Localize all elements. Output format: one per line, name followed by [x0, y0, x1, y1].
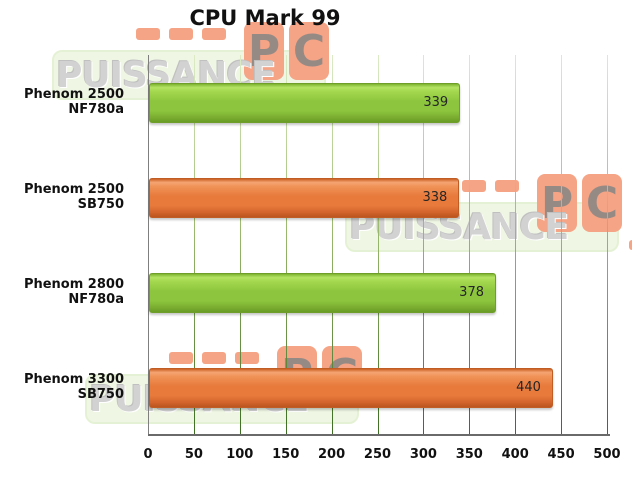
bar: 378: [149, 272, 496, 313]
bar: 440: [149, 367, 553, 408]
category-label: Phenom 2500 SB750: [23, 182, 124, 212]
x-axis-tick-label: 450: [547, 447, 575, 462]
x-axis-line: [148, 434, 610, 436]
x-axis-tick-label: 100: [226, 447, 254, 462]
x-axis-tick-label: 50: [184, 447, 203, 462]
watermark-dash: [495, 180, 519, 192]
gridline: [607, 55, 608, 435]
watermark-dash: [462, 180, 486, 192]
x-axis-tick-label: 500: [593, 447, 621, 462]
category-label: Phenom 3300 SB750: [23, 372, 124, 402]
x-axis-tick-label: 300: [409, 447, 437, 462]
gridline: [285, 55, 287, 435]
x-axis-tick-label: 200: [318, 447, 346, 462]
chart-title: CPU Mark 99: [189, 6, 341, 30]
bar-value-label: 378: [459, 285, 484, 300]
bar-value-label: 338: [422, 190, 448, 205]
x-axis-tick-label: 250: [363, 447, 392, 462]
watermark-dash: [136, 28, 160, 40]
watermark-dash: [169, 352, 193, 364]
x-axis-tick-label: 400: [501, 447, 529, 462]
x-axis-tick-label: 0: [143, 447, 153, 462]
bar: 339: [149, 82, 461, 123]
watermark-pc-letter: P: [244, 22, 284, 80]
gridline: [469, 55, 471, 435]
watermark-pc-blocks: P C: [537, 174, 622, 232]
bar-value-label: 339: [423, 95, 449, 110]
watermark-dash: [202, 352, 226, 364]
bar: 338: [149, 177, 460, 218]
gridline: [193, 55, 195, 435]
category-label: Phenom 2500 NF780a: [23, 87, 124, 117]
watermark-pc-blocks: P C: [244, 22, 329, 80]
watermark-dash: [629, 240, 632, 250]
category-label: Phenom 2800 NF780a: [23, 277, 124, 307]
gridline: [331, 55, 333, 435]
x-axis-tick-label: 350: [455, 447, 483, 462]
watermark-dash: [202, 28, 226, 40]
gridline: [515, 55, 517, 435]
gridline: [423, 55, 425, 435]
y-axis-line: [148, 55, 149, 435]
watermark-dashes: [169, 352, 259, 364]
gridline: [239, 55, 241, 435]
watermark-pc-letter: C: [582, 174, 622, 232]
watermark-dash: [169, 28, 193, 40]
gridline: [377, 55, 379, 435]
watermark-pc-letter: C: [289, 22, 329, 80]
watermark-pc-letter: P: [537, 174, 577, 232]
x-axis-tick-label: 150: [272, 447, 300, 462]
watermark-dashes: [136, 28, 226, 40]
gridline: [561, 55, 563, 435]
watermark-dash: [235, 352, 259, 364]
bar-value-label: 440: [516, 380, 541, 395]
